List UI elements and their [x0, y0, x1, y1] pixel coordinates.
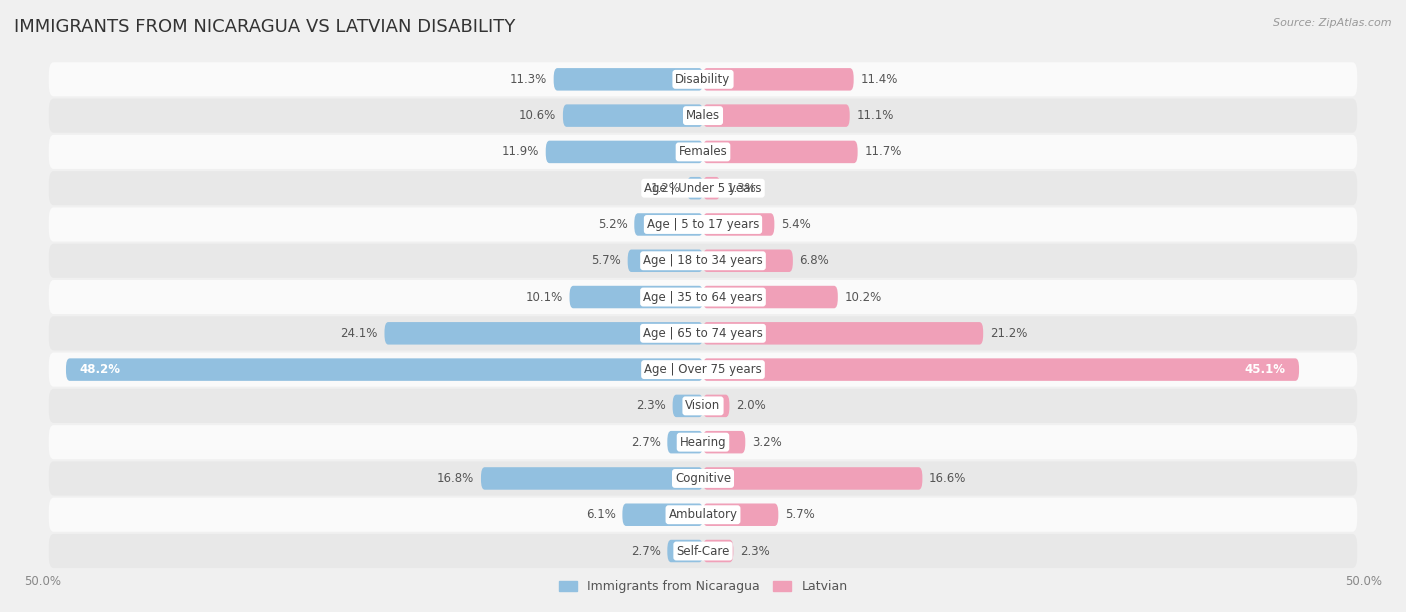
Text: Disability: Disability: [675, 73, 731, 86]
Text: 2.7%: 2.7%: [631, 545, 661, 558]
Text: 6.8%: 6.8%: [800, 254, 830, 267]
FancyBboxPatch shape: [49, 389, 1357, 423]
FancyBboxPatch shape: [546, 141, 703, 163]
Text: Age | Over 75 years: Age | Over 75 years: [644, 363, 762, 376]
FancyBboxPatch shape: [703, 213, 775, 236]
FancyBboxPatch shape: [49, 353, 1357, 387]
FancyBboxPatch shape: [562, 105, 703, 127]
Text: Females: Females: [679, 146, 727, 159]
FancyBboxPatch shape: [49, 316, 1357, 351]
Text: 2.7%: 2.7%: [631, 436, 661, 449]
Text: 24.1%: 24.1%: [340, 327, 378, 340]
Text: 16.6%: 16.6%: [929, 472, 966, 485]
Text: 11.3%: 11.3%: [510, 73, 547, 86]
Text: 2.0%: 2.0%: [737, 400, 766, 412]
Text: 1.3%: 1.3%: [727, 182, 756, 195]
FancyBboxPatch shape: [703, 177, 720, 200]
Text: 6.1%: 6.1%: [586, 508, 616, 521]
Text: Vision: Vision: [685, 400, 721, 412]
Text: IMMIGRANTS FROM NICARAGUA VS LATVIAN DISABILITY: IMMIGRANTS FROM NICARAGUA VS LATVIAN DIS…: [14, 18, 516, 36]
FancyBboxPatch shape: [703, 286, 838, 308]
FancyBboxPatch shape: [703, 105, 849, 127]
FancyBboxPatch shape: [554, 68, 703, 91]
Text: Age | 5 to 17 years: Age | 5 to 17 years: [647, 218, 759, 231]
FancyBboxPatch shape: [688, 177, 703, 200]
Text: 11.7%: 11.7%: [865, 146, 901, 159]
Text: 5.7%: 5.7%: [592, 254, 621, 267]
FancyBboxPatch shape: [703, 540, 734, 562]
FancyBboxPatch shape: [49, 498, 1357, 532]
FancyBboxPatch shape: [703, 141, 858, 163]
FancyBboxPatch shape: [703, 395, 730, 417]
FancyBboxPatch shape: [49, 461, 1357, 496]
FancyBboxPatch shape: [49, 534, 1357, 568]
FancyBboxPatch shape: [49, 425, 1357, 459]
FancyBboxPatch shape: [623, 504, 703, 526]
FancyBboxPatch shape: [703, 467, 922, 490]
Text: 11.4%: 11.4%: [860, 73, 897, 86]
FancyBboxPatch shape: [703, 431, 745, 453]
Text: Cognitive: Cognitive: [675, 472, 731, 485]
FancyBboxPatch shape: [66, 359, 703, 381]
Text: Males: Males: [686, 109, 720, 122]
Text: 5.7%: 5.7%: [785, 508, 814, 521]
FancyBboxPatch shape: [703, 322, 983, 345]
Legend: Immigrants from Nicaragua, Latvian: Immigrants from Nicaragua, Latvian: [554, 575, 852, 599]
FancyBboxPatch shape: [703, 250, 793, 272]
FancyBboxPatch shape: [668, 540, 703, 562]
FancyBboxPatch shape: [49, 280, 1357, 314]
FancyBboxPatch shape: [703, 68, 853, 91]
Text: 21.2%: 21.2%: [990, 327, 1028, 340]
Text: 11.1%: 11.1%: [856, 109, 894, 122]
FancyBboxPatch shape: [668, 431, 703, 453]
Text: 10.1%: 10.1%: [526, 291, 562, 304]
Text: 2.3%: 2.3%: [740, 545, 769, 558]
FancyBboxPatch shape: [49, 244, 1357, 278]
FancyBboxPatch shape: [49, 207, 1357, 242]
Text: 45.1%: 45.1%: [1244, 363, 1286, 376]
FancyBboxPatch shape: [703, 359, 1299, 381]
FancyBboxPatch shape: [49, 99, 1357, 133]
FancyBboxPatch shape: [49, 135, 1357, 169]
FancyBboxPatch shape: [703, 504, 779, 526]
Text: Source: ZipAtlas.com: Source: ZipAtlas.com: [1274, 18, 1392, 28]
FancyBboxPatch shape: [569, 286, 703, 308]
Text: 10.2%: 10.2%: [845, 291, 882, 304]
Text: 16.8%: 16.8%: [437, 472, 474, 485]
Text: 11.9%: 11.9%: [502, 146, 538, 159]
Text: Self-Care: Self-Care: [676, 545, 730, 558]
Text: 2.3%: 2.3%: [637, 400, 666, 412]
Text: Age | Under 5 years: Age | Under 5 years: [644, 182, 762, 195]
Text: 5.2%: 5.2%: [598, 218, 627, 231]
Text: Age | 35 to 64 years: Age | 35 to 64 years: [643, 291, 763, 304]
Text: Age | 65 to 74 years: Age | 65 to 74 years: [643, 327, 763, 340]
Text: 3.2%: 3.2%: [752, 436, 782, 449]
Text: 5.4%: 5.4%: [780, 218, 811, 231]
Text: Age | 18 to 34 years: Age | 18 to 34 years: [643, 254, 763, 267]
Text: 10.6%: 10.6%: [519, 109, 557, 122]
FancyBboxPatch shape: [49, 62, 1357, 97]
Text: 1.2%: 1.2%: [651, 182, 681, 195]
FancyBboxPatch shape: [481, 467, 703, 490]
FancyBboxPatch shape: [49, 171, 1357, 205]
FancyBboxPatch shape: [672, 395, 703, 417]
Text: Ambulatory: Ambulatory: [668, 508, 738, 521]
FancyBboxPatch shape: [627, 250, 703, 272]
FancyBboxPatch shape: [634, 213, 703, 236]
Text: Hearing: Hearing: [679, 436, 727, 449]
Text: 48.2%: 48.2%: [79, 363, 120, 376]
FancyBboxPatch shape: [384, 322, 703, 345]
